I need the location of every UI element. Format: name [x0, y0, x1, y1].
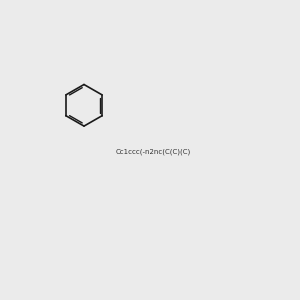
- Text: Cc1ccc(-n2nc(C(C)(C): Cc1ccc(-n2nc(C(C)(C): [116, 148, 191, 155]
